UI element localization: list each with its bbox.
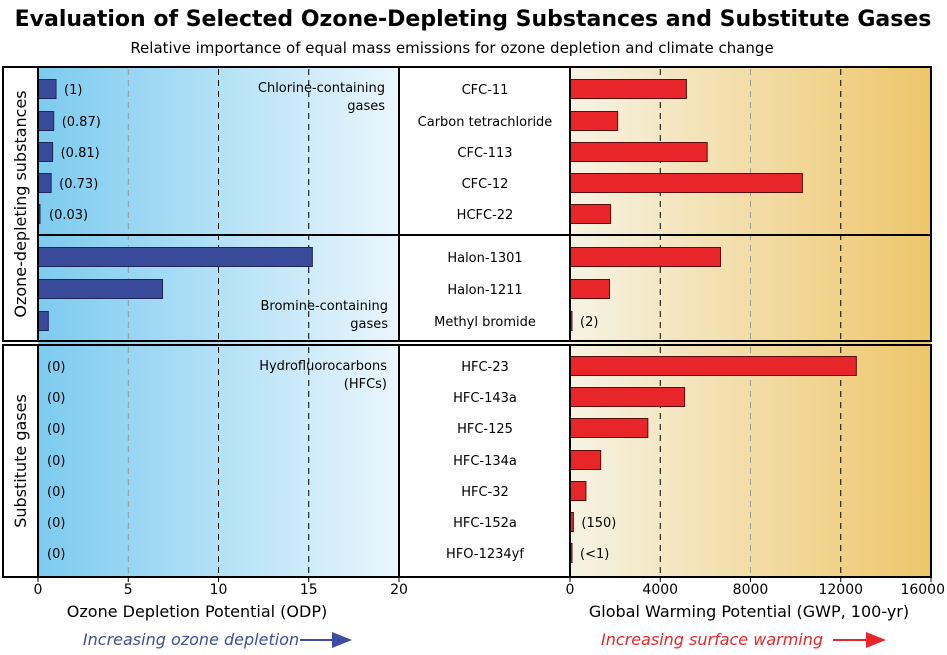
substitutes-group-label: Substitute gases (11, 394, 30, 528)
odp-value-label: (0) (47, 454, 65, 469)
gwp-bar (569, 142, 708, 162)
odp-value-label: (0) (47, 391, 65, 406)
gwp-tick-label: 16000 (900, 582, 945, 598)
odp-bar (37, 247, 313, 267)
gas-name-label: HFC-125 (457, 422, 513, 437)
odp-tick-label: 0 (34, 582, 43, 598)
odp-value-label: (0) (47, 485, 65, 500)
gwp-tick-label: 8000 (733, 582, 769, 598)
gwp-bar (569, 204, 612, 224)
gas-name-label: HFC-143a (453, 391, 517, 406)
gas-name-label: HFC-32 (461, 485, 509, 500)
chart-title: Evaluation of Selected Ozone-Depleting S… (15, 7, 932, 32)
gas-name-label: Carbon tetrachloride (418, 115, 553, 130)
odp-value-label: (1) (64, 83, 82, 98)
ods-group-label: Ozone-depleting substances (11, 90, 30, 317)
gwp-bar (569, 79, 687, 99)
gwp-bar (569, 111, 619, 131)
gwp-tick-label: 12000 (818, 582, 863, 598)
odp-value-label: (0) (47, 516, 65, 531)
hfc-note-line2: (HFCs) (344, 377, 387, 392)
gwp-tick-label: 0 (566, 582, 575, 598)
hfc-note-line1: Hydrofluorocarbons (259, 359, 387, 374)
gwp-axis-label: Global Warming Potential (GWP, 100-yr) (589, 602, 909, 621)
gwp-bar (569, 173, 803, 193)
odp-direction-note: Increasing ozone depletion (83, 630, 299, 649)
odp-value-label: (0) (47, 547, 65, 562)
odp-value-label: (0) (47, 360, 65, 375)
odp-value-label: (0) (47, 422, 65, 437)
substitutes-group-frame (2, 344, 932, 578)
gwp-value-label: (<1) (580, 547, 609, 562)
odp-bar (37, 173, 52, 193)
gridlines (127, 69, 842, 575)
odp-bar (37, 279, 164, 299)
gas-name-label: HCFC-22 (457, 208, 514, 223)
gwp-value-label: (150) (581, 516, 616, 531)
chlorine-note-line1: Chlorine-containing (258, 81, 385, 96)
odp-tick-label: 20 (390, 582, 408, 598)
odp-axis-label: Ozone Depletion Potential (ODP) (67, 602, 327, 621)
gwp-direction-note: Increasing surface warming (601, 630, 823, 649)
labels: CFC-11 (1) Carbon tetrachloride (0.87) CFC-1… (47, 83, 616, 562)
gas-name-label: HFC-23 (461, 360, 509, 375)
odp-bar (37, 142, 54, 162)
odp-value-label: (0.03) (49, 208, 88, 223)
axis-ticks: 0 5 10 15 20 0 4000 8000 12000 16000 (34, 577, 945, 598)
gas-name-label: CFC-11 (462, 83, 509, 98)
odp-value-label: (0.81) (61, 146, 100, 161)
gas-name-label: CFC-12 (462, 177, 509, 192)
gas-name-label: Methyl bromide (434, 315, 536, 330)
odp-value-label: (0.73) (59, 177, 98, 192)
gwp-value-label: (2) (580, 315, 598, 330)
gwp-bar (569, 247, 721, 267)
gas-name-label: HFC-152a (453, 516, 517, 531)
odp-tick-label: 15 (300, 582, 318, 598)
gas-name-label: Halon-1211 (447, 283, 522, 298)
odp-bar (37, 79, 57, 99)
odp-tick-label: 5 (124, 582, 133, 598)
odp-value-label: (0.87) (62, 115, 101, 130)
bromine-note-line1: Bromine-containing (261, 299, 389, 314)
odp-bar (37, 311, 49, 331)
gwp-bar (569, 356, 857, 376)
gwp-bar (569, 450, 602, 470)
odp-bar (37, 111, 55, 131)
gwp-bar (569, 418, 649, 438)
gwp-bar (569, 387, 686, 407)
gas-name-label: HFC-134a (453, 454, 517, 469)
ods-group-frame (2, 66, 932, 342)
odp-tick-label: 10 (210, 582, 228, 598)
gwp-tick-label: 4000 (642, 582, 678, 598)
gas-names-panel-background (399, 67, 570, 577)
chart-subtitle: Relative importance of equal mass emissi… (130, 39, 773, 57)
gas-name-label: CFC-113 (457, 146, 512, 161)
gwp-bar (569, 279, 610, 299)
gas-name-label: Halon-1301 (447, 251, 522, 266)
chlorine-note-line2: gases (347, 99, 385, 114)
gas-name-label: HFO-1234yf (446, 547, 524, 562)
gwp-bar (569, 481, 587, 501)
bromine-note-line2: gases (350, 317, 388, 332)
